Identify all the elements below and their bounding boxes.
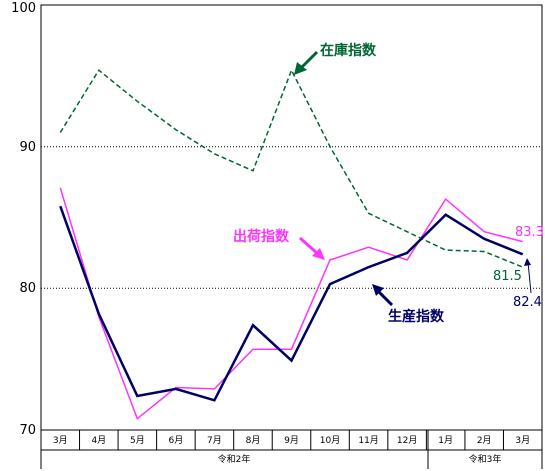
arrow-production	[376, 289, 394, 307]
x-tick-label: 7月	[207, 435, 222, 446]
end-label-pointer	[527, 261, 532, 294]
x-tick-label: 6月	[169, 435, 184, 446]
end-label-production: 82.4	[513, 295, 542, 310]
y-tick-label: 70	[19, 423, 36, 438]
series-label-production: 生産指数	[388, 308, 445, 325]
x-tick-label: 12月	[397, 435, 417, 446]
series-line-shipment	[59, 187, 523, 420]
y-tick-label: 90	[19, 140, 36, 155]
arrow-inventory	[298, 50, 319, 71]
x-tick-label: 3月	[515, 435, 530, 446]
series-line-inventory	[59, 68, 523, 268]
series-line-production	[59, 205, 524, 402]
series-label-inventory: 在庫指数	[320, 42, 377, 59]
arrow-shipment	[299, 236, 319, 256]
era-label-reiwa2: 令和2年	[218, 453, 251, 465]
x-tick-label: 11月	[358, 435, 378, 446]
end-label-inventory: 81.5	[493, 269, 522, 284]
arrow-head-production	[372, 284, 384, 296]
arrow-head-shipment	[312, 248, 325, 260]
x-tick-label: 10月	[320, 435, 340, 446]
y-tick-label: 100	[11, 1, 36, 16]
x-tick-label: 2月	[477, 435, 492, 446]
x-tick-label: 5月	[130, 435, 145, 446]
end-label-shipment: 83.3	[515, 225, 544, 240]
x-tick-label: 1月	[438, 435, 453, 446]
x-tick-label: 9月	[284, 435, 299, 446]
end-label-pointer-head	[524, 258, 531, 266]
category-table	[40, 430, 543, 469]
x-tick-label: 4月	[91, 435, 106, 446]
x-tick-label: 3月	[53, 435, 68, 446]
series-label-shipment: 出荷指数	[233, 228, 290, 245]
arrow-head-inventory	[294, 62, 307, 75]
x-tick-label: 8月	[246, 435, 261, 446]
era-label-reiwa3: 令和3年	[469, 453, 502, 465]
y-tick-label: 80	[19, 281, 36, 296]
